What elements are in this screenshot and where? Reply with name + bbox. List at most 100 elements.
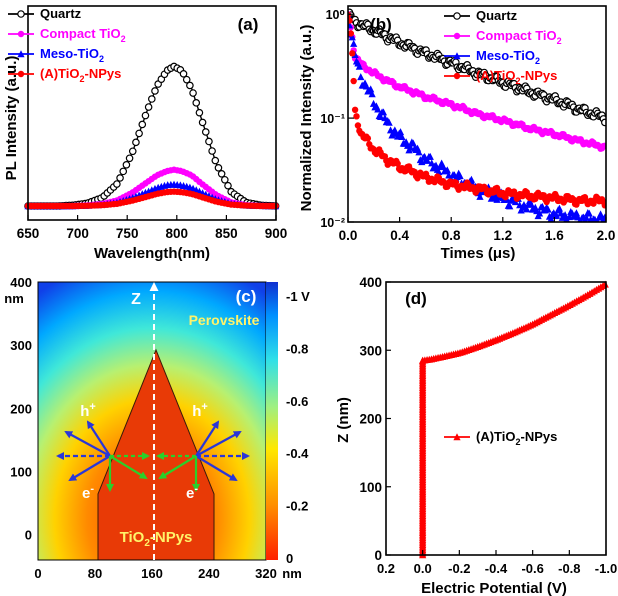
data-point-0 bbox=[208, 147, 216, 155]
data-point-3 bbox=[351, 106, 359, 114]
data-point-2 bbox=[350, 39, 358, 47]
panel-d-frame bbox=[385, 281, 607, 556]
data-point-2 bbox=[396, 128, 405, 136]
x-tick-label: 0.2 bbox=[377, 561, 395, 576]
y-tick-label: 0 bbox=[25, 528, 32, 543]
data-point-0 bbox=[198, 118, 207, 127]
panel-d-legend: (A)TiO2-NPys bbox=[444, 429, 557, 447]
legend-entry-3-marker bbox=[17, 70, 25, 78]
x-tick-label: 650 bbox=[17, 226, 40, 241]
legend-entry-2-label: Meso-TiO2 bbox=[476, 48, 540, 66]
tio2-npys-label: TiO2-NPys bbox=[120, 529, 193, 549]
legend-entry-2-marker bbox=[453, 52, 461, 60]
y-tick-label: 10⁻¹ bbox=[320, 112, 345, 126]
panel-a-ylabel: PL Intensity (a.u.) bbox=[3, 56, 20, 181]
legend-entry-2-marker bbox=[17, 50, 25, 58]
colorbar-tick-label: -0.6 bbox=[286, 394, 308, 409]
legend-entry-1-label: Compact TiO2 bbox=[40, 26, 126, 44]
data-point-2 bbox=[357, 73, 365, 81]
panel-b-plot bbox=[348, 8, 606, 222]
y-tick-label: 300 bbox=[359, 343, 382, 358]
data-point-2 bbox=[415, 148, 423, 156]
data-point-0 bbox=[211, 156, 220, 165]
panel-a-xlabel: Wavelength(nm) bbox=[94, 245, 210, 262]
data-point-2 bbox=[428, 159, 436, 167]
y-tick-label: 10⁻² bbox=[320, 216, 345, 230]
panel-b: Normalized Intensity (a.u.) 0.0 0.4 0.8 1.2… bbox=[298, 5, 616, 262]
panel-b-frame bbox=[347, 5, 607, 223]
perovskite-label: Perovskite bbox=[189, 312, 260, 328]
y-tick-label: 100 bbox=[10, 465, 32, 480]
panel-d-ylabel: Z (nm) bbox=[335, 397, 352, 443]
panel-a-plot bbox=[24, 62, 280, 210]
colorbar-tick-label: -1 V bbox=[286, 289, 310, 304]
data-point-0 bbox=[217, 169, 226, 178]
data-point-3 bbox=[601, 202, 606, 209]
colorbar-tick-label: -0.4 bbox=[286, 446, 309, 461]
panel-b-legend: Quartz Compact TiO2 Meso-TiO2 (A)TiO2-NPys bbox=[444, 8, 562, 86]
x-tick-label: 160 bbox=[141, 566, 163, 581]
data-point-0 bbox=[186, 81, 194, 90]
x-tick-label: 700 bbox=[66, 226, 89, 241]
panel-d: Z (nm) 0.2 0.0 -0.2 -0.4 -0.6 -0.8 -1.0 0 100 20… bbox=[335, 275, 617, 596]
data-point-3 bbox=[348, 30, 355, 37]
panel-d-xticks: 0.2 0.0 -0.2 -0.4 -0.6 -0.8 -1.0 bbox=[377, 550, 617, 576]
data-point-0 bbox=[128, 147, 137, 156]
x-tick-label: -1.0 bbox=[595, 561, 617, 576]
legend-entry-2-label: Meso-TiO2 bbox=[40, 46, 104, 64]
data-point-2 bbox=[574, 213, 582, 221]
data-point-0 bbox=[119, 167, 128, 176]
data-point-2 bbox=[367, 85, 375, 93]
data-point-2 bbox=[601, 213, 606, 221]
panel-a: PL Intensity (a.u.) 650 700 750 800 850 900 W… bbox=[3, 5, 287, 262]
x-tick-label: 0.8 bbox=[442, 228, 461, 243]
colorbar bbox=[266, 282, 278, 560]
data-point-3 bbox=[348, 17, 353, 24]
data-point-3 bbox=[353, 113, 360, 120]
x-tick-label: 2.0 bbox=[597, 228, 616, 243]
data-point-2 bbox=[572, 209, 581, 217]
legend-entry-1-marker bbox=[17, 30, 25, 38]
data-point-0 bbox=[135, 129, 143, 138]
electron-arrow-left-center bbox=[109, 455, 148, 480]
data-point-2 bbox=[476, 192, 484, 200]
y-tick-label: 10⁰ bbox=[326, 8, 345, 22]
data-point-2 bbox=[426, 152, 434, 160]
panel-c-yticks: 400 300 200 100 0 bbox=[10, 275, 32, 543]
legend-entry-0-marker bbox=[453, 433, 461, 441]
x-tick-label: 0.0 bbox=[339, 228, 358, 243]
legend-entry-1-label: Compact TiO2 bbox=[476, 28, 562, 46]
legend-entry-0-label: Quartz bbox=[40, 6, 82, 21]
data-point-2 bbox=[555, 204, 564, 212]
panel-a-frame bbox=[27, 5, 277, 221]
panel-c-label: (c) bbox=[236, 287, 257, 306]
x-tick-label: 850 bbox=[215, 226, 238, 241]
hole-arrow-right-up bbox=[195, 420, 220, 457]
data-point-2 bbox=[544, 205, 552, 213]
legend-entry-0-label: (A)TiO2-NPys bbox=[476, 429, 557, 447]
y-tick-label: 300 bbox=[10, 338, 32, 353]
electron-arrow-right-center bbox=[158, 455, 197, 480]
data-point-0 bbox=[214, 164, 223, 172]
data-point-2 bbox=[398, 133, 406, 141]
hole-arrow-left-up bbox=[86, 420, 111, 457]
data-point-0 bbox=[148, 95, 156, 103]
panel-a-xticks: 650 700 750 800 850 900 bbox=[17, 215, 287, 241]
data-point-0 bbox=[132, 138, 140, 147]
y-tick-label: 0 bbox=[374, 548, 382, 563]
carrier-arrows bbox=[56, 420, 250, 492]
y-tick-label: 100 bbox=[359, 480, 382, 495]
data-point-2 bbox=[506, 202, 514, 210]
data-point-0 bbox=[138, 120, 147, 129]
panel-b-label: (b) bbox=[370, 15, 392, 34]
data-point-2 bbox=[547, 215, 555, 222]
x-tick-label: -0.4 bbox=[485, 561, 508, 576]
x-tick-label: 1.2 bbox=[493, 228, 512, 243]
panel-c: Z Perovskite TiO2-NPys h+ h+ e- e- (c) bbox=[4, 275, 310, 581]
data-point-0 bbox=[125, 154, 134, 163]
data-point-2 bbox=[443, 166, 451, 174]
x-tick-label: -0.2 bbox=[448, 561, 470, 576]
data-point-2 bbox=[385, 118, 393, 126]
data-point-0 bbox=[601, 118, 606, 127]
x-tick-label: 0 bbox=[34, 566, 41, 581]
